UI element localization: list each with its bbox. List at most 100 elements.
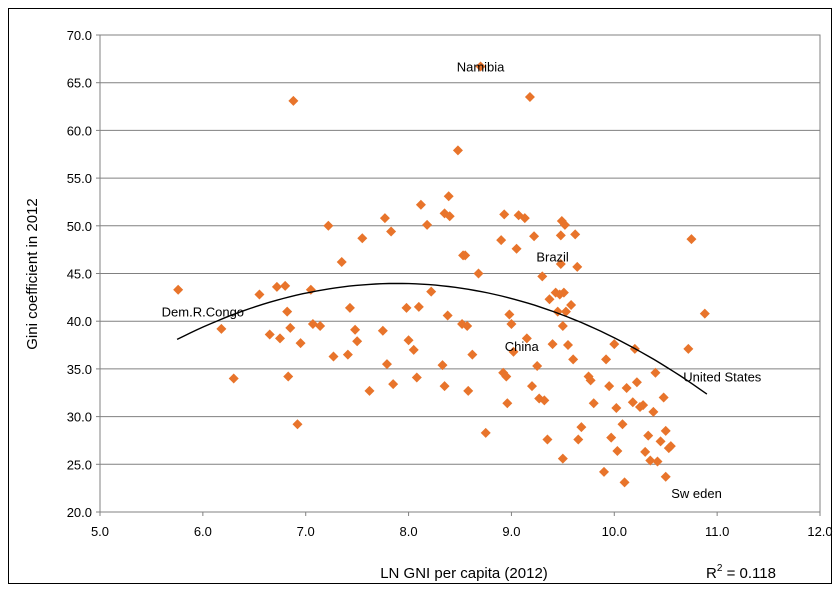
- x-tick-label: 11.0: [705, 524, 729, 539]
- data-points: [173, 61, 710, 488]
- data-point: [665, 441, 676, 452]
- data-point: [524, 92, 535, 103]
- data-point: [609, 339, 620, 350]
- data-point: [228, 373, 239, 384]
- data-point: [650, 367, 661, 378]
- data-point: [504, 309, 515, 320]
- data-point: [350, 324, 361, 335]
- data-point: [539, 395, 550, 406]
- data-point: [645, 455, 656, 466]
- data-point: [388, 379, 399, 390]
- data-point: [563, 340, 573, 351]
- y-axis-ticks: 20.0 25.0 30.0 35.0 40.0 45.0 50.0 55.0 60.0 65.0…: [67, 28, 100, 520]
- trend-line: [176, 282, 708, 395]
- data-point: [408, 344, 419, 355]
- data-point: [660, 471, 671, 482]
- data-point: [501, 371, 512, 382]
- data-point: [499, 209, 510, 220]
- data-point: [280, 280, 291, 291]
- data-point: [640, 446, 651, 457]
- data-point: [426, 286, 437, 297]
- data-point: [544, 294, 555, 305]
- data-point: [643, 430, 654, 441]
- data-point: [415, 199, 426, 210]
- data-point: [648, 406, 659, 417]
- y-tick-label: 55.0: [67, 171, 92, 186]
- data-point: [617, 419, 628, 430]
- data-point: [173, 284, 184, 295]
- data-point: [444, 211, 455, 222]
- data-point: [275, 333, 285, 344]
- data-point: [519, 213, 530, 224]
- data-point: [573, 434, 584, 445]
- x-axis-title: LN GNI per capita (2012): [380, 565, 548, 582]
- data-point: [292, 419, 303, 430]
- data-point: [295, 338, 306, 349]
- data-point: [307, 319, 318, 330]
- data-point: [560, 306, 571, 317]
- data-point: [462, 320, 473, 331]
- data-point: [344, 302, 355, 313]
- x-tick-label: 12.0: [807, 524, 832, 539]
- y-axis-title: Gini coefficient in 2012: [24, 198, 41, 350]
- x-tick-label: 8.0: [400, 524, 418, 539]
- r-squared-value: = 0.118: [722, 565, 776, 582]
- annotation-label: United States: [683, 370, 762, 385]
- data-point: [283, 371, 294, 382]
- data-point: [357, 233, 368, 244]
- x-axis-ticks: 5.0 6.0 7.0 8.0 9.0 10.0 11.0 12.0: [91, 512, 833, 539]
- data-point: [537, 271, 548, 282]
- y-tick-label: 65.0: [67, 76, 92, 91]
- data-point: [529, 231, 540, 242]
- data-point: [437, 360, 448, 371]
- data-point: [627, 397, 638, 408]
- y-tick-label: 70.0: [67, 28, 92, 43]
- data-point: [611, 403, 622, 414]
- data-point: [475, 61, 486, 72]
- chart-border: [8, 8, 832, 584]
- data-point: [422, 219, 433, 230]
- annotation-label: China: [505, 339, 540, 354]
- data-point: [401, 302, 412, 313]
- data-point: [452, 145, 463, 156]
- annotation-label: Sw eden: [671, 486, 722, 501]
- data-point: [558, 287, 569, 298]
- data-point: [463, 385, 474, 396]
- data-point: [619, 477, 630, 488]
- data-point: [547, 339, 558, 350]
- data-point: [576, 422, 587, 433]
- data-point: [506, 319, 517, 330]
- data-point: [559, 219, 570, 230]
- data-point: [342, 349, 353, 360]
- data-point: [631, 377, 642, 388]
- y-tick-label: 50.0: [67, 219, 92, 234]
- annotation-label: Dem.R.Congo: [162, 305, 244, 320]
- y-tick-label: 30.0: [67, 410, 92, 425]
- data-point: [652, 456, 663, 467]
- data-point: [555, 230, 566, 241]
- data-point: [621, 382, 632, 393]
- data-point: [588, 398, 599, 409]
- data-point: [442, 310, 453, 321]
- data-point: [323, 220, 334, 231]
- data-point: [264, 329, 275, 340]
- data-point: [336, 257, 347, 268]
- x-tick-label: 9.0: [502, 524, 520, 539]
- data-point: [413, 301, 424, 312]
- y-tick-label: 60.0: [67, 123, 92, 138]
- data-point: [660, 425, 671, 436]
- data-point: [271, 281, 282, 292]
- data-point: [521, 333, 532, 344]
- x-tick-label: 5.0: [91, 524, 109, 539]
- data-point: [585, 375, 596, 386]
- country-annotations: Namibia Brazil Dem.R.Congo China United Stat…: [162, 59, 762, 500]
- data-point: [570, 229, 581, 240]
- data-point: [254, 289, 265, 300]
- data-point: [439, 381, 450, 392]
- data-point: [364, 385, 375, 396]
- data-point: [599, 466, 609, 477]
- r-squared-exponent: 2: [717, 563, 723, 574]
- data-point: [502, 398, 513, 409]
- data-point: [555, 258, 566, 269]
- data-point: [511, 243, 522, 254]
